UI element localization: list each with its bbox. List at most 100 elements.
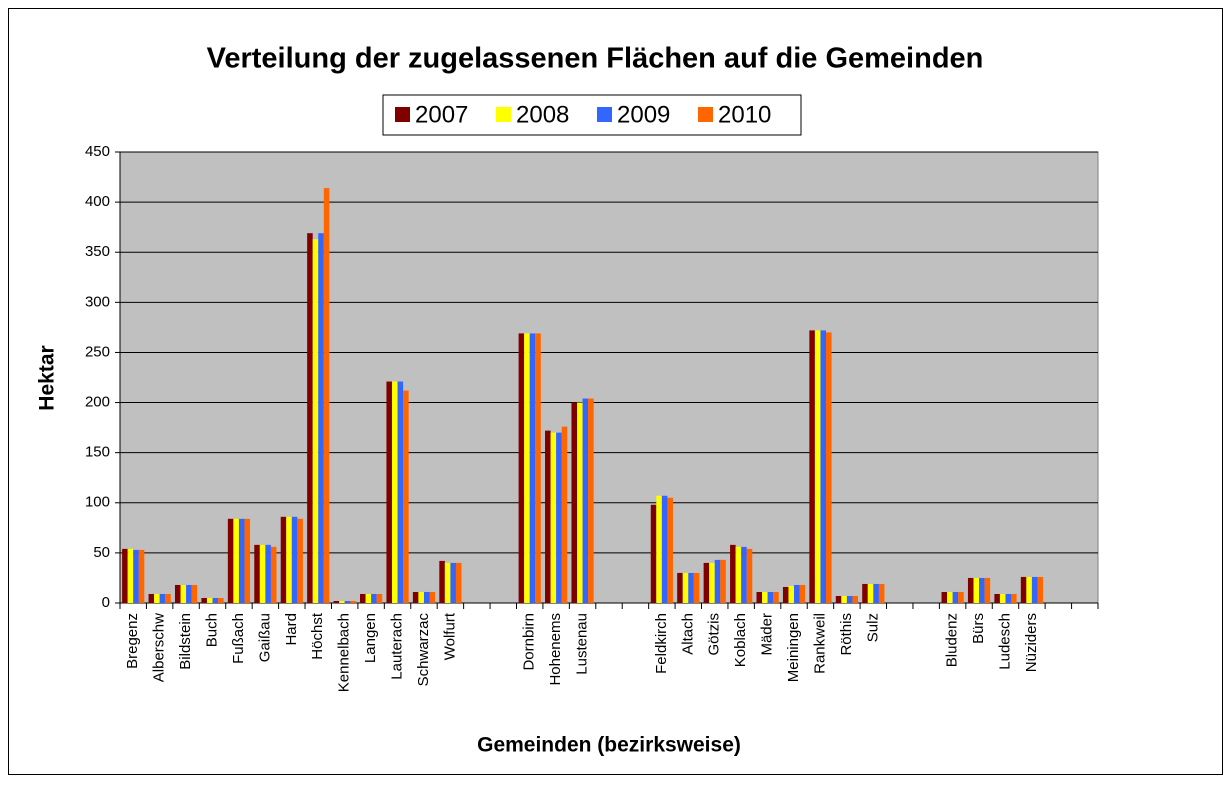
bar: [735, 546, 742, 603]
bar: [746, 548, 753, 603]
bar: [450, 562, 456, 603]
bar: [371, 593, 377, 603]
bar: [773, 591, 779, 603]
bar: [297, 518, 303, 603]
x-tick-label: Altach: [679, 613, 696, 655]
bar: [682, 572, 689, 603]
x-tick-label: Kennelbach: [336, 613, 353, 692]
bar: [265, 544, 271, 603]
x-tick-label: Röthis: [838, 613, 855, 656]
y-tick-label: 100: [85, 494, 110, 511]
bar: [878, 583, 885, 603]
bar: [218, 597, 224, 603]
bar: [794, 584, 800, 603]
x-tick-label: Bludenz: [944, 613, 961, 667]
bar: [259, 544, 266, 603]
bar: [941, 591, 948, 603]
bar: [535, 333, 541, 603]
y-tick-label: 400: [85, 193, 110, 210]
bar: [762, 591, 768, 603]
bar: [809, 330, 815, 603]
bar: [979, 577, 985, 603]
bar: [650, 504, 657, 603]
x-tick-label: Schwarzac: [415, 613, 432, 687]
x-tick-label: Lauterach: [389, 613, 406, 680]
y-axis-label: Hektar: [36, 345, 59, 410]
bar: [403, 390, 409, 603]
bar: [720, 559, 726, 603]
legend-label: 2007: [415, 101, 468, 128]
legend-label: 2008: [516, 101, 569, 128]
legend-swatch: [395, 107, 410, 122]
bar: [703, 562, 710, 603]
bar: [159, 593, 166, 603]
x-tick-label: Bregenz: [124, 613, 141, 669]
bar: [667, 497, 673, 603]
bar: [846, 595, 853, 603]
bar: [344, 600, 351, 603]
x-tick-label: Bildstein: [177, 613, 194, 670]
bar: [947, 591, 953, 603]
bar: [741, 546, 747, 603]
y-tick-label: 300: [85, 293, 110, 310]
bar: [693, 572, 700, 603]
x-tick-label: Wolfurt: [441, 612, 458, 660]
bar: [323, 188, 330, 603]
x-tick-label: Fußach: [230, 613, 247, 664]
legend-box: [382, 94, 802, 136]
bar: [191, 584, 198, 603]
bar: [1037, 576, 1044, 603]
bar: [799, 584, 806, 603]
bar: [138, 549, 145, 603]
bar: [545, 430, 551, 603]
x-tick-label: Sulz: [864, 613, 881, 642]
legend-swatch: [496, 107, 511, 122]
plot-area: [119, 151, 1099, 604]
bar: [730, 544, 736, 603]
bar: [835, 595, 842, 603]
bar: [165, 593, 171, 603]
bar: [350, 600, 356, 603]
bar: [307, 233, 313, 603]
x-tick-label: Ludesch: [996, 613, 1013, 670]
bar: [318, 233, 324, 603]
chart-title: Verteilung der zugelassenen Flächen auf …: [207, 43, 984, 75]
bar: [444, 562, 451, 603]
legend-swatch: [597, 107, 612, 122]
bar: [1031, 576, 1038, 603]
legend-label: 2010: [718, 101, 771, 128]
bar: [814, 330, 821, 603]
bar: [254, 544, 260, 603]
bar: [244, 518, 251, 603]
bar: [1011, 593, 1017, 603]
bar: [429, 591, 436, 603]
bar: [782, 586, 789, 603]
bar: [862, 583, 868, 603]
bar: [180, 584, 187, 603]
y-tick-label: 150: [85, 444, 110, 461]
bar: [709, 562, 715, 603]
bar: [952, 591, 959, 603]
bar: [227, 518, 234, 603]
bar: [999, 593, 1006, 603]
bar: [206, 597, 213, 603]
x-tick-label: Meiningen: [785, 613, 802, 682]
bar: [994, 593, 1000, 603]
bar: [365, 593, 372, 603]
x-tick-label: Gaißau: [256, 613, 273, 662]
bar: [133, 549, 139, 603]
x-tick-label: Hohenems: [547, 613, 564, 686]
y-tick-label: 350: [85, 243, 110, 260]
bar: [984, 577, 991, 603]
y-tick-label: 450: [85, 143, 110, 160]
bar: [873, 583, 879, 603]
bar: [312, 239, 319, 603]
bar: [233, 518, 239, 603]
bar: [688, 572, 694, 603]
bar: [852, 595, 858, 603]
bar: [571, 402, 578, 603]
bar: [270, 546, 277, 603]
bar: [661, 495, 668, 603]
x-tick-label: Götzis: [706, 613, 723, 656]
